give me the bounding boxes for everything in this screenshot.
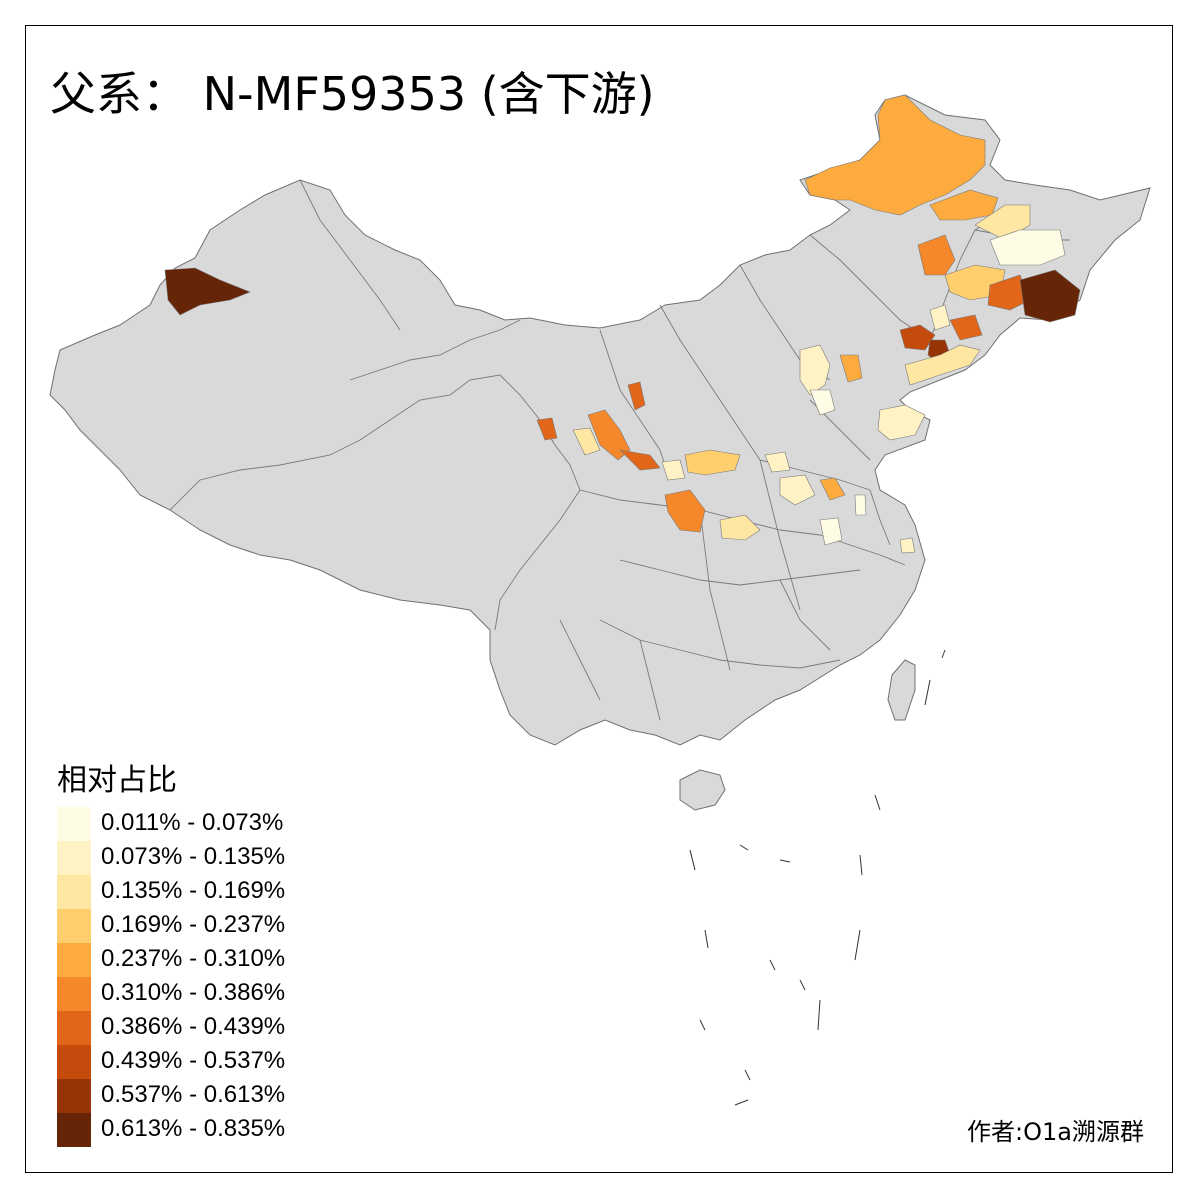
legend-swatch	[57, 943, 91, 977]
legend-label: 0.310% - 0.386%	[101, 979, 286, 1006]
region-tongliao	[917, 234, 956, 276]
legend-swatch	[57, 875, 91, 909]
region-hanzhong	[664, 489, 706, 533]
legend-label: 0.439% - 0.537%	[101, 1047, 286, 1074]
legend-label: 0.135% - 0.169%	[101, 877, 286, 904]
legend-swatch	[57, 1011, 91, 1045]
region-hulunbuir	[804, 94, 986, 216]
map-title: 父系： N-MF59353 (含下游)	[50, 67, 655, 121]
legend-label: 0.073% - 0.135%	[101, 843, 286, 870]
region-hebei-a	[799, 344, 831, 396]
legend-title: 相对占比	[57, 763, 177, 798]
region-hubei	[719, 514, 761, 541]
region-anhui-b	[854, 494, 867, 516]
region-henan-c	[819, 477, 846, 501]
region-gansu-c	[572, 427, 601, 456]
region-henan-b	[779, 474, 816, 506]
legend-label: 0.537% - 0.613%	[101, 1081, 286, 1108]
region-shaanxi-b	[684, 449, 741, 476]
region-hebei-b	[809, 389, 836, 416]
legend-swatch	[57, 807, 91, 841]
legend-swatch	[57, 1079, 91, 1113]
region-liaoning-d	[929, 304, 951, 331]
region-shandong	[877, 404, 926, 441]
region-jilin-b	[987, 274, 1031, 311]
legend-label: 0.386% - 0.439%	[101, 1013, 286, 1040]
legend-swatch	[57, 1045, 91, 1079]
region-shaanxi-a	[661, 459, 686, 481]
region-jiangsu	[899, 537, 916, 554]
region-yanbian	[1019, 269, 1081, 323]
region-gansu-a	[536, 417, 558, 441]
region-gansu-b	[587, 409, 631, 461]
legend-swatch	[57, 841, 91, 875]
legend-label: 0.613% - 0.835%	[101, 1115, 286, 1142]
region-heilongjiang-2	[989, 229, 1066, 266]
legend-label: 0.169% - 0.237%	[101, 911, 286, 938]
region-gansu-d	[619, 449, 661, 471]
colored-regions	[164, 94, 1081, 554]
legend-label: 0.011% - 0.073%	[101, 809, 284, 836]
taiwan-island	[887, 659, 916, 721]
legend-swatch	[57, 909, 91, 943]
region-liaoning-e	[904, 344, 981, 386]
region-ningxia	[627, 381, 646, 411]
author-credit: 作者:O1a溯源群	[967, 1118, 1144, 1146]
region-anhui	[819, 517, 843, 546]
legend-swatch	[57, 1113, 91, 1147]
south-sea-islands	[689, 649, 946, 1106]
region-liaoning-b	[949, 314, 983, 341]
hainan-island	[679, 769, 726, 811]
region-tangshan	[839, 354, 863, 383]
region-henan-a	[764, 451, 791, 473]
legend-swatch	[57, 977, 91, 1011]
region-ili	[164, 267, 251, 316]
legend-label: 0.237% - 0.310%	[101, 945, 286, 972]
